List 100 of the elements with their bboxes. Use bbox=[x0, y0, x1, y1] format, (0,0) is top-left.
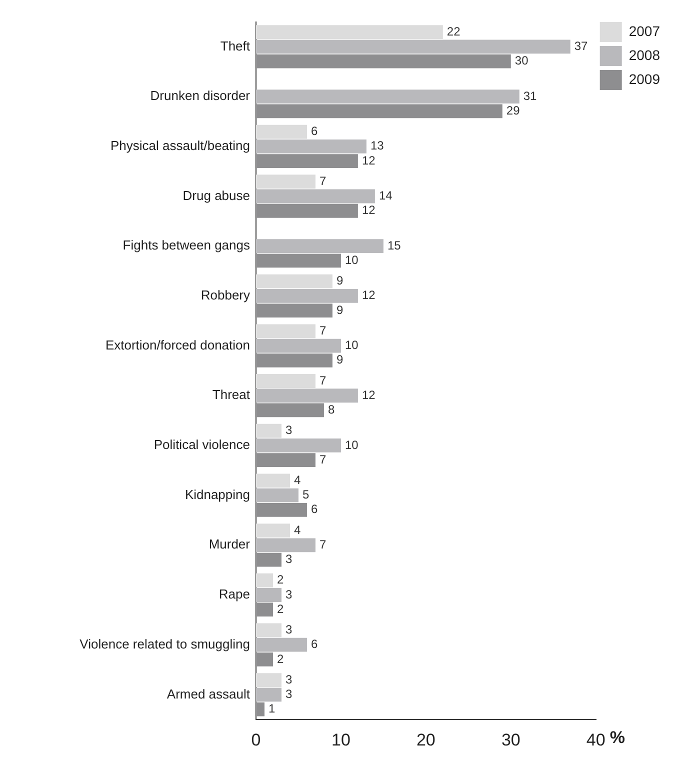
y-tick-label: Kidnapping bbox=[184, 486, 250, 502]
bar bbox=[256, 388, 358, 403]
bar bbox=[256, 702, 264, 716]
data-label: 12 bbox=[362, 388, 376, 402]
data-label: 6 bbox=[310, 502, 318, 516]
data-label: 30 bbox=[514, 54, 529, 68]
y-tick-label: Political violence bbox=[154, 437, 250, 452]
bar bbox=[256, 673, 282, 688]
data-label: 12 bbox=[362, 153, 376, 168]
data-label: 3 bbox=[285, 423, 292, 438]
data-label: 7 bbox=[319, 452, 326, 466]
bar bbox=[256, 154, 358, 168]
bar bbox=[256, 90, 520, 104]
bar bbox=[256, 104, 502, 118]
x-tick-label: 40 bbox=[586, 730, 606, 750]
bar bbox=[256, 424, 282, 438]
data-label: 12 bbox=[362, 203, 376, 218]
data-label: 37 bbox=[574, 39, 588, 54]
bar bbox=[256, 254, 341, 268]
legend-label: 2008 bbox=[628, 46, 660, 63]
bar bbox=[256, 189, 375, 204]
data-label: 15 bbox=[387, 238, 402, 252]
x-tick-label: 0 bbox=[251, 730, 261, 750]
data-label: 10 bbox=[344, 253, 359, 268]
bar bbox=[256, 652, 273, 666]
bar bbox=[256, 174, 316, 189]
bar bbox=[256, 124, 307, 139]
bar bbox=[256, 403, 324, 418]
y-tick-label: Drunken disorder bbox=[150, 88, 251, 104]
data-label: 7 bbox=[319, 537, 326, 552]
bar bbox=[256, 54, 511, 68]
y-tick-label: Theft bbox=[220, 38, 250, 54]
bar bbox=[256, 374, 316, 388]
data-label: 7 bbox=[319, 323, 326, 338]
y-tick-label: Threat bbox=[212, 387, 250, 402]
y-tick-label: Robbery bbox=[200, 288, 250, 303]
data-label: 6 bbox=[310, 637, 318, 652]
bar bbox=[256, 324, 316, 338]
data-label: 2 bbox=[276, 572, 284, 587]
data-label: 31 bbox=[523, 88, 538, 103]
data-label: 9 bbox=[336, 302, 344, 317]
data-label: 12 bbox=[362, 288, 376, 302]
bar bbox=[256, 338, 341, 353]
y-tick-label: Murder bbox=[208, 536, 251, 552]
bar bbox=[256, 274, 332, 288]
data-label: 2 bbox=[276, 602, 284, 616]
data-label: 10 bbox=[344, 438, 359, 452]
y-tick-label: Rape bbox=[218, 586, 250, 602]
x-tick-label: 20 bbox=[416, 730, 436, 750]
bar bbox=[256, 239, 384, 254]
bar bbox=[256, 40, 570, 54]
y-tick-label: Armed assault bbox=[166, 686, 250, 702]
bar bbox=[256, 552, 282, 567]
legend-label: 2007 bbox=[628, 22, 660, 39]
data-label: 7 bbox=[319, 373, 326, 388]
bar bbox=[256, 623, 282, 638]
bar bbox=[256, 638, 307, 652]
bar bbox=[256, 573, 273, 588]
data-label: 4 bbox=[294, 473, 301, 487]
y-tick-label: Physical assault/beating bbox=[110, 138, 250, 153]
y-tick-label: Violence related to smuggling bbox=[80, 636, 250, 652]
data-label: 22 bbox=[446, 24, 461, 38]
data-label: 13 bbox=[370, 138, 384, 153]
data-label: 10 bbox=[344, 338, 359, 352]
data-label: 3 bbox=[285, 686, 292, 701]
bar bbox=[256, 139, 366, 154]
bar bbox=[256, 688, 282, 702]
bar bbox=[256, 488, 298, 502]
bar bbox=[256, 453, 316, 468]
x-tick-label: 10 bbox=[332, 730, 350, 750]
data-label: 3 bbox=[285, 552, 292, 566]
data-label: 3 bbox=[285, 672, 292, 686]
y-tick-label: Fights between gangs bbox=[122, 238, 250, 253]
bar bbox=[256, 502, 307, 517]
x-tick-label: 30 bbox=[501, 730, 520, 750]
data-label: 14 bbox=[378, 188, 393, 203]
bar bbox=[256, 438, 341, 452]
bar bbox=[256, 602, 273, 617]
bar bbox=[256, 288, 358, 303]
data-label: 3 bbox=[285, 622, 292, 637]
bar bbox=[256, 588, 282, 602]
data-label: 29 bbox=[506, 103, 520, 118]
data-label: 3 bbox=[285, 587, 292, 602]
data-label: 6 bbox=[310, 124, 318, 138]
data-label: 7 bbox=[319, 174, 326, 188]
bar bbox=[256, 204, 358, 218]
bar bbox=[256, 524, 290, 538]
data-label: 8 bbox=[328, 402, 335, 417]
bar bbox=[256, 304, 332, 318]
bar bbox=[256, 474, 290, 488]
bar bbox=[256, 538, 316, 552]
data-label: 2 bbox=[276, 652, 284, 666]
data-label: 4 bbox=[294, 522, 301, 537]
data-label: 5 bbox=[302, 488, 310, 502]
bar bbox=[256, 25, 443, 40]
data-label: 9 bbox=[336, 274, 344, 288]
legend-label: 2009 bbox=[628, 70, 660, 87]
y-tick-label: Extortion/forced donation bbox=[105, 337, 250, 352]
x-axis-title: % bbox=[610, 728, 625, 747]
y-tick-label: Drug abuse bbox=[182, 188, 250, 203]
